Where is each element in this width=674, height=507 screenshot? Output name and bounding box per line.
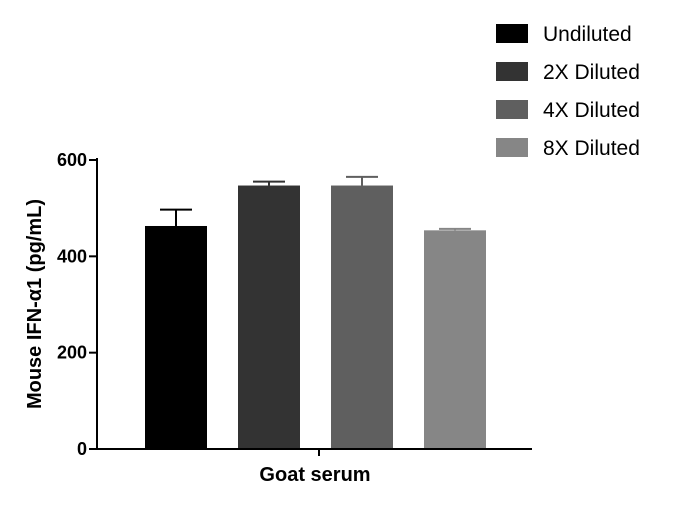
bar [424, 230, 486, 449]
legend-swatch [496, 138, 528, 157]
y-tick-label: 400 [57, 246, 87, 266]
legend-label: 8X Diluted [543, 137, 640, 160]
bar [331, 185, 393, 450]
error-bars-group [160, 175, 471, 231]
legend: Undiluted 2X Diluted 4X Diluted 8X Diluted [496, 23, 640, 160]
y-axis-ticks: 0 200 400 600 [57, 150, 97, 459]
y-tick-label: 600 [57, 150, 87, 170]
y-axis-label: Mouse IFN-α1 (pg/mL) [24, 199, 46, 409]
legend-label: 4X Diluted [543, 99, 640, 122]
bars-group [145, 185, 486, 450]
y-tick-label: 200 [57, 343, 87, 363]
plot-area: 0 200 400 600 Goat serum Mouse IFN-α1 (pg/m… [24, 150, 532, 486]
bar [145, 225, 207, 449]
legend-label: 2X Diluted [543, 61, 640, 84]
legend-swatch [496, 24, 528, 43]
legend-swatch [496, 100, 528, 119]
legend-swatch [496, 62, 528, 81]
bar [238, 185, 300, 450]
y-tick-label: 0 [77, 439, 87, 459]
legend-label: Undiluted [543, 23, 632, 46]
x-axis-label: Goat serum [259, 464, 370, 486]
